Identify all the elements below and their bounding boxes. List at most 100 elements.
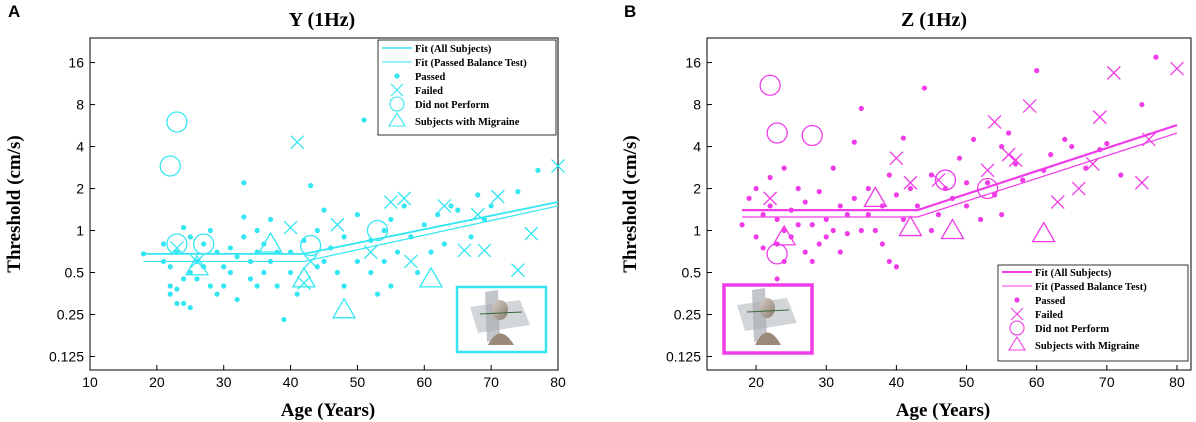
passed-point	[879, 241, 885, 247]
migraine-point	[331, 297, 357, 319]
y-tick-label: 0.25	[674, 306, 701, 322]
x-tick-label: 50	[959, 374, 975, 390]
legend-entry: Passed	[1035, 296, 1065, 307]
passed-point	[140, 251, 147, 257]
passed-point	[1153, 54, 1159, 60]
passed-point	[167, 291, 173, 297]
migraine-point	[772, 224, 797, 246]
passed-point	[956, 155, 963, 161]
passed-point	[851, 195, 857, 201]
passed-point	[368, 269, 374, 276]
migraine-point	[258, 231, 283, 253]
passed-point	[181, 276, 187, 282]
failed-point	[1134, 175, 1149, 190]
passed-point	[314, 264, 320, 270]
chart-panel-a: A Y (1Hz) 10 20 30 40 50 60 70 80 0.125 0.25 0.5 1 2…	[4, 2, 566, 421]
migraine-point	[1031, 221, 1056, 243]
passed-point	[858, 105, 864, 112]
failed-point	[551, 159, 565, 173]
passed-point	[739, 222, 745, 228]
chart-panel-b: B Z (1Hz) 20 30 40 50 60 70 80 0.125 0.25 0.5 1 2 4 8…	[620, 2, 1192, 421]
passed-point	[241, 234, 247, 240]
passed-point	[227, 269, 233, 276]
passed-point	[816, 189, 822, 195]
passed-point	[160, 241, 167, 247]
passed-point	[254, 283, 260, 289]
passed-point	[781, 165, 787, 171]
failed-point	[1001, 147, 1016, 162]
fit-line-all-subjects	[143, 201, 559, 255]
passed-point	[167, 283, 173, 289]
failed-point	[1022, 99, 1037, 114]
passed-point	[334, 269, 340, 276]
y-tick-label: 0.5	[65, 265, 85, 281]
migraine-point	[418, 266, 444, 288]
migraine-point	[898, 215, 923, 237]
passed-point	[160, 258, 167, 265]
passed-point	[221, 283, 227, 289]
passed-point	[823, 234, 829, 240]
passed-point	[408, 234, 414, 240]
did-not-perform-point	[759, 74, 781, 96]
failed-point	[169, 240, 184, 255]
passed-point	[374, 291, 381, 297]
passed-point	[872, 227, 878, 234]
x-tick-label: 60	[416, 374, 432, 390]
passed-point	[287, 269, 294, 276]
passed-point	[795, 185, 801, 192]
passed-point	[207, 283, 213, 289]
legend-entry: Fit (Passed Balance Test)	[1035, 282, 1147, 293]
migraine-point	[184, 254, 210, 276]
passed-point	[227, 245, 233, 251]
passed-point	[308, 182, 314, 189]
legend-entry: Fit (Passed Balance Test)	[415, 58, 527, 69]
x-tick-label: 50	[350, 374, 366, 390]
passed-point	[802, 199, 808, 205]
passed-point	[1048, 152, 1054, 158]
passed-point	[388, 283, 394, 289]
failed-point	[763, 191, 778, 206]
passed-point	[1062, 136, 1068, 143]
passed-point	[900, 135, 907, 141]
x-tick-label: 20	[149, 374, 165, 390]
legend-swatch-did-not-perform	[389, 96, 405, 112]
x-tick-label: 40	[889, 374, 905, 390]
passed-point	[361, 117, 367, 123]
failed-point	[477, 243, 492, 258]
passed-point	[267, 258, 274, 265]
failed-point	[397, 191, 412, 206]
failed-point	[1071, 181, 1086, 196]
y-tick-label: 0.125	[666, 348, 701, 364]
y-tick-label: 0.125	[49, 348, 84, 364]
passed-point	[928, 227, 935, 234]
failed-point	[457, 243, 472, 258]
failed-point	[1085, 157, 1100, 171]
passed-point	[767, 203, 773, 209]
passed-point	[753, 185, 759, 192]
passed-point	[535, 167, 541, 173]
legend-swatch-migraine	[388, 111, 406, 127]
failed-point	[296, 276, 311, 291]
legend-entry: Subjects with Migraine	[1035, 341, 1140, 352]
y-tick-label: 0.25	[57, 306, 84, 322]
failed-point	[283, 220, 298, 235]
passed-point	[321, 258, 327, 265]
migraine-point	[863, 186, 888, 208]
passed-point	[760, 212, 766, 218]
passed-point	[767, 174, 773, 181]
failed-point	[903, 175, 918, 190]
passed-point	[214, 249, 220, 255]
passed-point	[455, 207, 461, 213]
passed-point	[816, 241, 822, 247]
passed-point	[468, 234, 474, 240]
y-tick-label: 16	[685, 55, 701, 71]
failed-point	[889, 151, 904, 166]
failed-point	[437, 198, 452, 213]
x-tick-label: 30	[818, 374, 834, 390]
plot-frame-a	[89, 37, 559, 371]
x-tick-label: 70	[483, 374, 499, 390]
failed-point	[510, 263, 525, 278]
did-not-perform-point	[934, 169, 957, 191]
x-tick-label: 60	[1029, 374, 1045, 390]
did-not-perform-point	[166, 111, 188, 133]
